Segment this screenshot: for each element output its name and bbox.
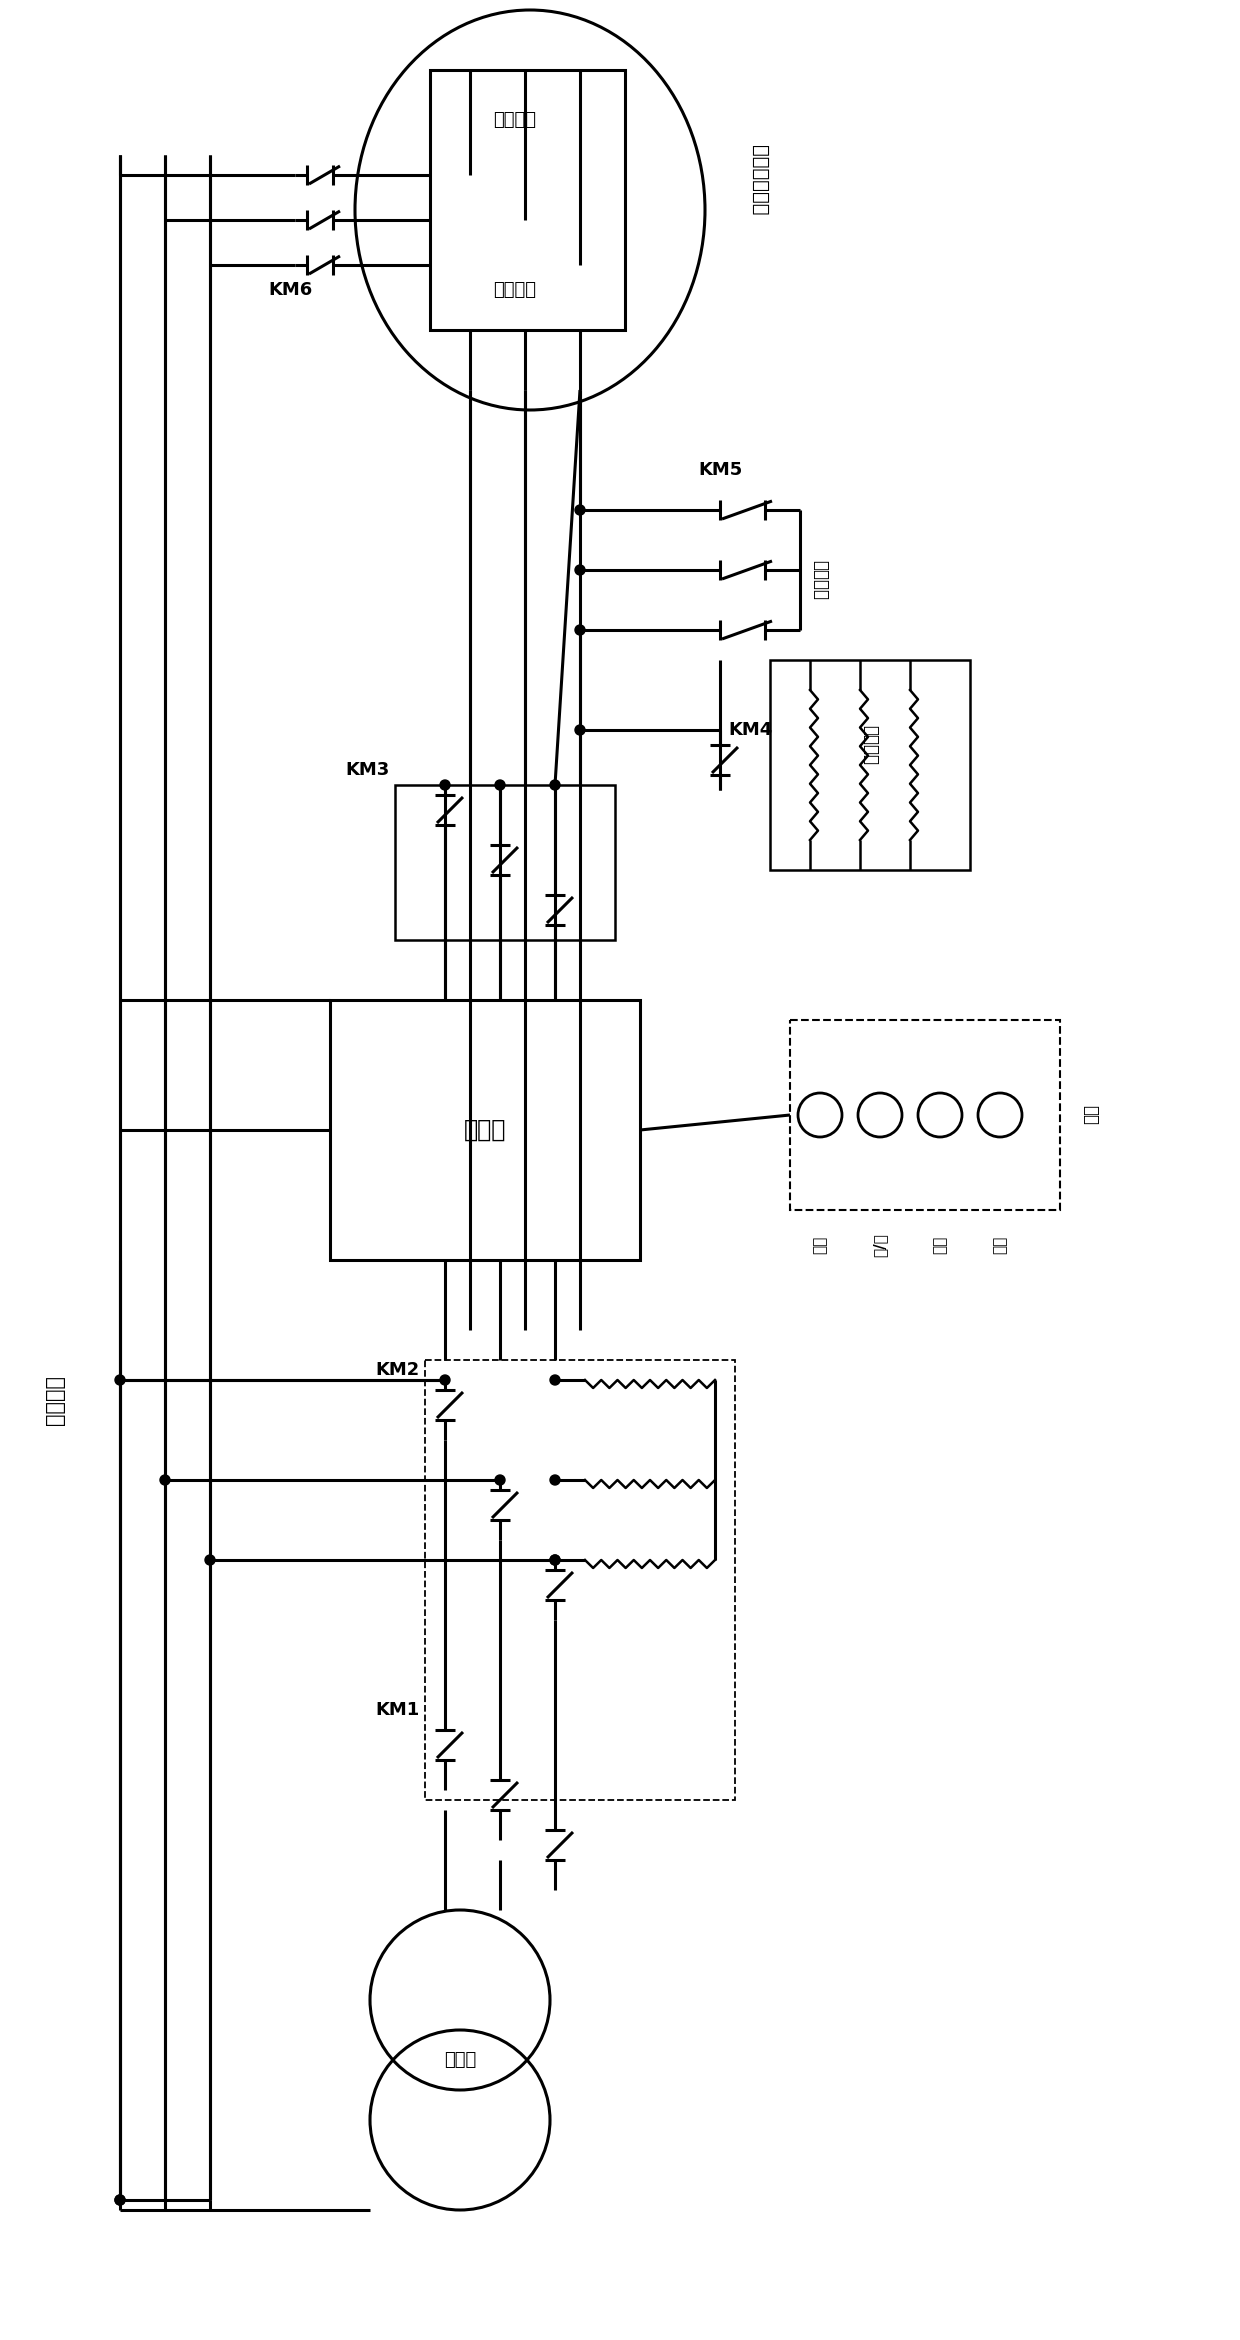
Circle shape — [551, 1474, 560, 1486]
Circle shape — [115, 2195, 125, 2204]
Text: 控制绕组: 控制绕组 — [494, 281, 537, 300]
Text: 启动电阵: 启动电阵 — [861, 725, 879, 765]
Text: KM1: KM1 — [376, 1701, 420, 1720]
Circle shape — [115, 1376, 125, 1385]
Circle shape — [551, 779, 560, 791]
Circle shape — [440, 1376, 450, 1385]
Circle shape — [551, 1556, 560, 1565]
Circle shape — [115, 2195, 125, 2204]
Text: 无刷双馈电机: 无刷双馈电机 — [750, 145, 770, 215]
Circle shape — [440, 779, 450, 791]
Text: 故障: 故障 — [992, 1236, 1007, 1254]
Circle shape — [575, 505, 585, 515]
Circle shape — [160, 1474, 170, 1486]
Text: 急停: 急停 — [932, 1236, 947, 1254]
Circle shape — [575, 564, 585, 576]
Circle shape — [205, 1556, 215, 1565]
Text: 变压器: 变压器 — [444, 2050, 476, 2069]
Circle shape — [551, 1556, 560, 1565]
Circle shape — [575, 625, 585, 634]
Circle shape — [495, 779, 505, 791]
Text: 功率绕组: 功率绕组 — [494, 110, 537, 129]
Text: KM5: KM5 — [698, 461, 742, 480]
Text: KM4: KM4 — [728, 721, 773, 739]
Text: KM2: KM2 — [376, 1362, 420, 1378]
Text: KM3: KM3 — [346, 760, 391, 779]
Circle shape — [495, 1474, 505, 1486]
Text: KM6: KM6 — [268, 281, 312, 300]
Circle shape — [575, 725, 585, 735]
Text: 启/停: 启/停 — [873, 1233, 888, 1257]
Text: 指示: 指示 — [1081, 1104, 1099, 1126]
Circle shape — [551, 1376, 560, 1385]
Text: 控制器: 控制器 — [464, 1119, 506, 1142]
Text: 调速: 调速 — [812, 1236, 827, 1254]
Text: 高压电网: 高压电网 — [45, 1376, 64, 1425]
Text: 绕组短接: 绕组短接 — [811, 559, 830, 599]
